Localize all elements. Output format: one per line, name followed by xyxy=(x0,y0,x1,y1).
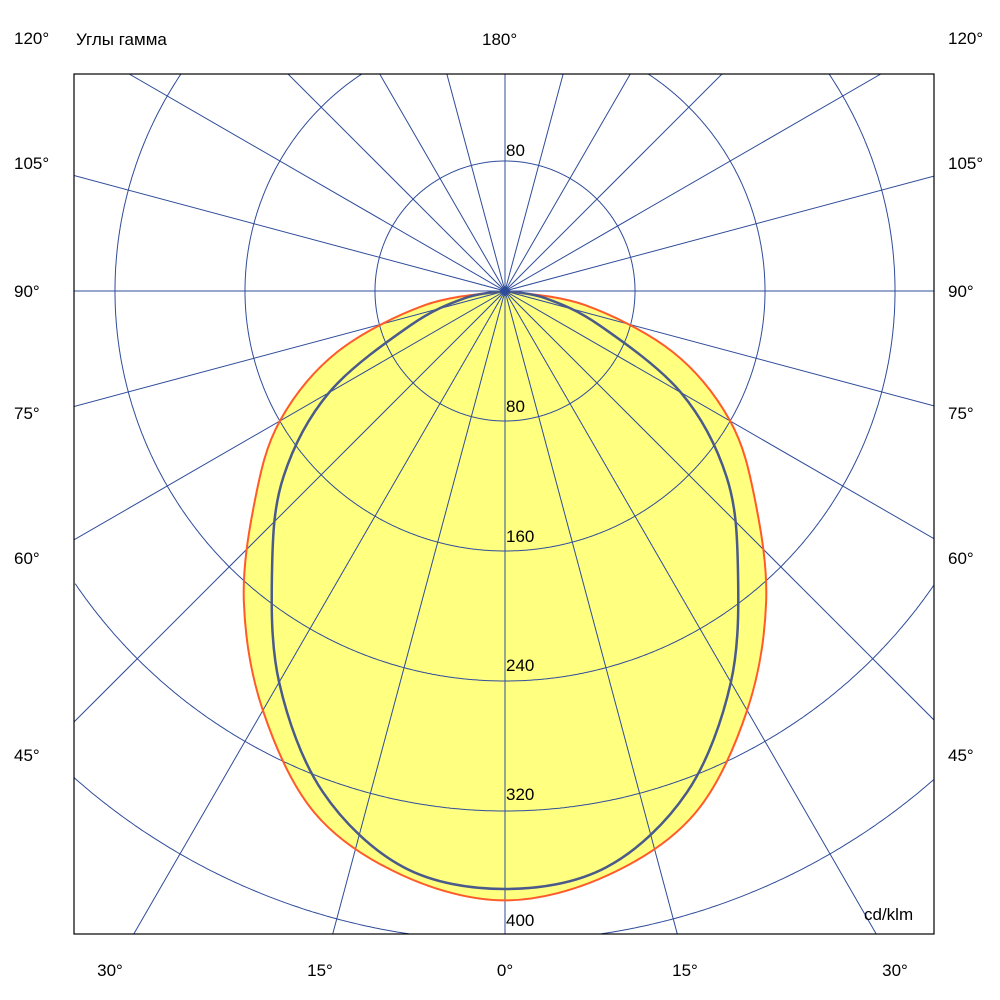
grid-spoke xyxy=(287,74,934,721)
grid-spoke xyxy=(128,74,934,540)
grid-spoke xyxy=(74,74,723,723)
bottom-angle-label: 15° xyxy=(307,961,333,980)
plot-frame xyxy=(73,73,935,935)
grid-ring xyxy=(74,777,934,934)
ring-label-400: 400 xyxy=(506,911,534,930)
left-angle-label: 120° xyxy=(14,29,49,48)
right-angle-label: 105° xyxy=(948,154,983,173)
bottom-angle-label: 0° xyxy=(497,961,513,980)
ring-label-80: 80 xyxy=(506,397,525,416)
bottom-angle-label: 15° xyxy=(672,961,698,980)
grid-spoke xyxy=(332,74,564,934)
ring-label-320: 320 xyxy=(506,785,534,804)
ring-label-160: 160 xyxy=(506,527,534,546)
right-angle-label: 90° xyxy=(948,282,974,301)
bottom-angle-label: 30° xyxy=(882,961,908,980)
grid-spoke xyxy=(379,74,877,934)
series-curve-1 xyxy=(270,289,740,891)
grid-spoke xyxy=(133,74,631,934)
unit-label: cd/klm xyxy=(864,905,913,924)
center-marker xyxy=(499,285,511,297)
grid-ring xyxy=(244,74,766,552)
grid-spoke xyxy=(446,74,678,934)
right-angle-label: 120° xyxy=(948,29,983,48)
grid-ring xyxy=(114,74,896,682)
right-angle-label: 60° xyxy=(948,549,974,568)
grid-ring xyxy=(74,583,934,812)
bottom-angle-label: 30° xyxy=(97,961,123,980)
series-curve-0 xyxy=(242,289,768,902)
top-angle-label: 180° xyxy=(482,30,517,49)
left-angle-label: 60° xyxy=(14,549,40,568)
right-angle-label: 45° xyxy=(948,746,974,765)
chart-title: Углы гамма xyxy=(76,30,167,49)
left-angle-label: 75° xyxy=(14,404,40,423)
grid-spoke xyxy=(74,74,882,541)
left-angle-label: 105° xyxy=(14,154,49,173)
right-angle-label: 75° xyxy=(948,404,974,423)
left-angle-label: 45° xyxy=(14,746,40,765)
ring-label-240: 240 xyxy=(506,656,534,675)
ring-label-upper-80: 80 xyxy=(506,141,525,160)
left-angle-label: 90° xyxy=(14,282,40,301)
